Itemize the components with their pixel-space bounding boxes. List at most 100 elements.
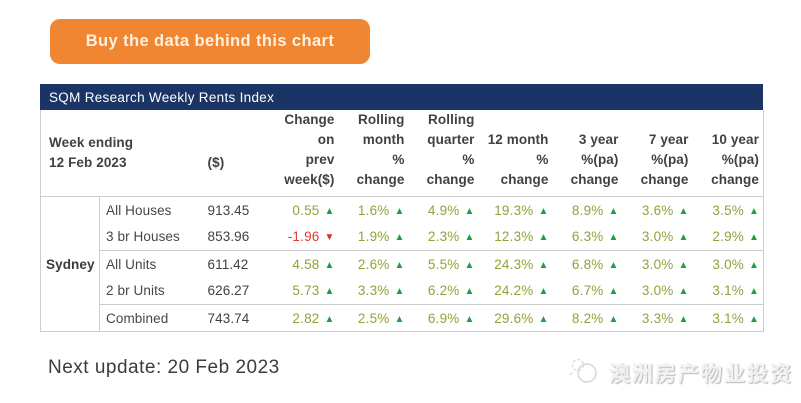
change-value: 2.6% <box>357 256 390 272</box>
price-cell: 853.96 <box>207 229 250 245</box>
col-header-10-year: 10 year %(pa) change <box>711 132 759 187</box>
change-cell: 1.6% ▲ <box>339 197 409 224</box>
header-row: Week ending 12 Feb 2023 ($) Change on pr… <box>40 110 764 197</box>
trend-arrow-icon: ▲ <box>538 232 549 244</box>
watermark-text: 澳洲房产物业投资 <box>609 363 793 386</box>
col-header-3-year: 3 year %(pa) change <box>570 132 619 187</box>
change-cell: 6.7% ▲ <box>553 278 623 305</box>
trend-arrow-icon: ▲ <box>394 205 405 217</box>
price-cell: 743.74 <box>196 304 269 332</box>
change-cell: 3.0% ▲ <box>692 250 764 278</box>
change-cell: 29.6% ▲ <box>478 304 553 332</box>
col-header-dollar: ($) <box>207 155 225 170</box>
change-cell: 3.0% ▲ <box>623 224 693 251</box>
category-cell: 2 br Units <box>106 283 165 299</box>
change-cell: 0.55 ▲ <box>269 197 339 224</box>
trend-arrow-icon: ▲ <box>678 286 689 298</box>
category-cell: All Houses <box>106 202 172 218</box>
change-value: 3.6% <box>641 202 674 218</box>
change-cell: 6.8% ▲ <box>552 250 623 278</box>
change-value: 12.3% <box>494 229 534 245</box>
change-cell: 24.2% ▲ <box>479 278 553 305</box>
change-value: 3.0% <box>641 283 674 299</box>
change-value: 2.3% <box>427 229 460 245</box>
trend-arrow-icon: ▲ <box>464 286 475 298</box>
price-cell: 626.27 <box>207 283 250 299</box>
trend-arrow-icon: ▲ <box>608 232 619 244</box>
change-value: 2.9% <box>712 229 744 245</box>
change-value: 1.9% <box>357 229 390 245</box>
trend-arrow-icon: ▲ <box>394 232 405 244</box>
change-value: 24.2% <box>494 283 534 299</box>
col-header-7-year: 7 year %(pa) change <box>640 132 689 187</box>
trend-arrow-icon: ▲ <box>394 286 405 298</box>
buy-data-button[interactable]: Buy the data behind this chart <box>50 19 370 64</box>
change-value: 8.9% <box>571 202 604 218</box>
change-cell: 4.9% ▲ <box>409 197 479 224</box>
change-value: 6.9% <box>427 310 460 326</box>
trend-arrow-icon: ▲ <box>678 205 689 217</box>
change-cell: -1.96 ▼ <box>269 224 339 251</box>
region-label: Sydney <box>40 196 100 332</box>
trend-arrow-icon: ▲ <box>678 232 689 244</box>
trend-arrow-icon: ▲ <box>464 232 475 244</box>
change-value: 3.1% <box>712 310 744 326</box>
change-value: 6.8% <box>571 256 604 272</box>
trend-arrow-icon: ▲ <box>749 205 759 217</box>
trend-arrow-icon: ▲ <box>608 286 619 298</box>
change-cell: 3.0% ▲ <box>623 278 693 305</box>
table-row: 3 br Houses 853.96 -1.96 ▼ 1.9% ▲ 2.3% ▲ 12… <box>41 224 764 251</box>
trend-arrow-icon: ▲ <box>749 232 759 244</box>
change-value: 8.2% <box>571 310 604 326</box>
trend-arrow-icon: ▲ <box>749 313 759 325</box>
trend-arrow-icon: ▲ <box>608 313 619 325</box>
table-row: Sydney All Houses 913.45 0.55 ▲ 1.6% ▲ 4.9… <box>40 196 764 332</box>
trend-arrow-icon: ▲ <box>678 313 689 325</box>
change-value: 3.0% <box>641 256 674 272</box>
change-cell: 3.0% ▲ <box>622 250 693 278</box>
trend-arrow-icon: ▲ <box>749 259 759 271</box>
trend-arrow-icon: ▲ <box>394 313 405 325</box>
watermark: 澳洲房产物业投资 <box>568 350 793 396</box>
trend-arrow-icon: ▲ <box>608 205 619 217</box>
change-cell: 2.5% ▲ <box>338 304 409 332</box>
price-cell: 611.42 <box>196 250 269 278</box>
change-cell: 3.1% ▲ <box>692 304 764 332</box>
change-value: 6.7% <box>571 283 604 299</box>
change-cell: 19.3% ▲ <box>479 197 553 224</box>
change-cell: 3.6% ▲ <box>623 197 693 224</box>
change-cell: 12.3% ▲ <box>479 224 553 251</box>
change-value: 3.3% <box>641 310 674 326</box>
weekly-rents-table: Week ending 12 Feb 2023 ($) Change on pr… <box>40 110 764 332</box>
trend-arrow-icon: ▲ <box>538 205 549 217</box>
table-row: All Units 611.42 4.58 ▲ 2.6% ▲ 5.5% ▲ 24.3%… <box>41 250 764 278</box>
category-cell: Combined <box>99 304 197 332</box>
change-value: 2.5% <box>357 310 390 326</box>
trend-arrow-icon: ▲ <box>324 259 335 271</box>
change-value: 5.5% <box>427 256 460 272</box>
category-cell: All Units <box>99 250 197 278</box>
trend-arrow-icon: ▼ <box>324 232 335 244</box>
change-cell: 6.9% ▲ <box>408 304 479 332</box>
trend-arrow-icon: ▲ <box>538 313 549 325</box>
change-cell: 3.5% ▲ <box>693 197 764 224</box>
col-header-week-ending: Week ending 12 Feb 2023 <box>49 135 134 170</box>
col-header-rolling-month: Rolling month % change <box>356 112 405 187</box>
trend-arrow-icon: ▲ <box>324 313 335 325</box>
change-value: 3.5% <box>712 202 744 218</box>
trend-arrow-icon: ▲ <box>324 286 335 298</box>
trend-arrow-icon: ▲ <box>394 259 405 271</box>
change-value: 2.82 <box>292 310 320 326</box>
table-row: Combined 743.74 2.82 ▲ 2.5% ▲ 6.9% ▲ 29.6% ▲… <box>41 304 764 332</box>
change-cell: 2.9% ▲ <box>693 224 764 251</box>
trend-arrow-icon: ▲ <box>538 259 549 271</box>
change-value: 4.9% <box>427 202 460 218</box>
trend-arrow-icon: ▲ <box>538 286 549 298</box>
change-value: 3.0% <box>641 229 674 245</box>
change-cell: 2.3% ▲ <box>409 224 479 251</box>
table-row: 2 br Units 626.27 5.73 ▲ 3.3% ▲ 6.2% ▲ 24.2… <box>41 278 764 305</box>
change-cell: 1.9% ▲ <box>339 224 409 251</box>
change-value: -1.96 <box>287 229 320 245</box>
trend-arrow-icon: ▲ <box>464 259 475 271</box>
